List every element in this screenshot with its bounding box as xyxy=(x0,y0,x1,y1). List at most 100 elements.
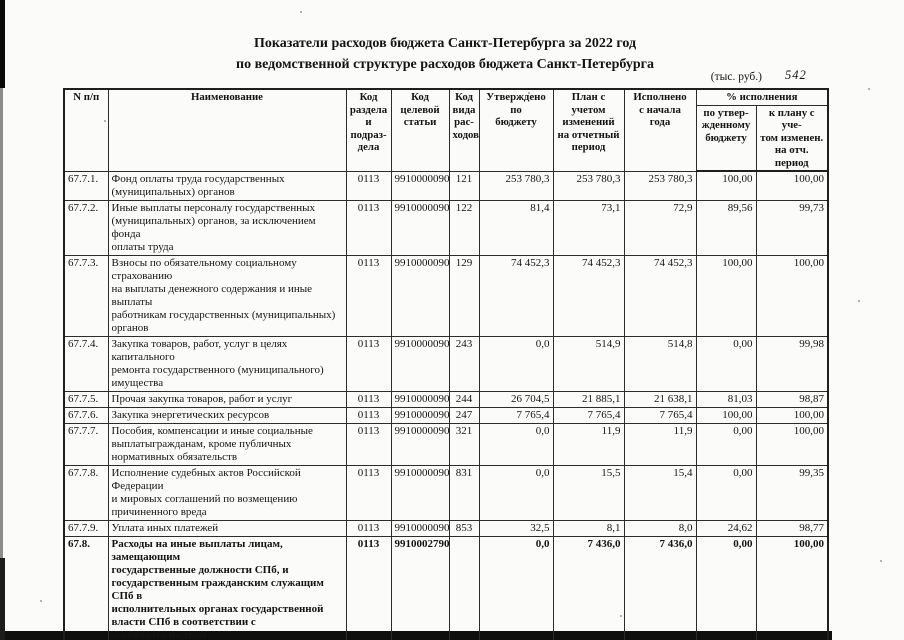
header-pct-execution-group: % исполнения xyxy=(695,88,829,106)
page-number: 542 xyxy=(785,68,807,82)
scan-edge-left-top xyxy=(0,0,5,88)
pct-plan-cell: 100,00 xyxy=(755,406,829,424)
pct-plan-cell: 100,00 xyxy=(755,254,829,337)
pct-plan-cell: 100,00 xyxy=(755,170,829,201)
table-row: 67.7.7. Пособия, компенсации и иные соци… xyxy=(63,422,829,466)
row-number-cell: 67.7.5. xyxy=(63,390,109,408)
plan-cell: 74 452,3 xyxy=(552,254,625,337)
section-code-cell: 0113 xyxy=(345,535,392,640)
table-row: 67.7.3. Взносы по обязательному социальн… xyxy=(63,254,829,337)
scan-noise-dot xyxy=(40,600,42,602)
pct-budget-cell: 0,00 xyxy=(695,464,757,521)
executed-cell: 8,0 xyxy=(623,519,697,537)
section-code-cell: 0113 xyxy=(345,390,392,408)
approved-cell: 32,5 xyxy=(478,519,554,537)
pct-plan-cell: 99,35 xyxy=(755,464,829,521)
expense-type-cell: 129 xyxy=(448,254,480,337)
pct-plan-cell: 99,73 xyxy=(755,199,829,256)
expense-type-cell: 244 xyxy=(448,390,480,408)
expense-type-cell: 831 xyxy=(448,464,480,521)
pct-plan-cell: 100,00 xyxy=(755,535,829,640)
executed-cell: 514,8 xyxy=(623,335,697,392)
document-title-line2: по ведомственной структуре расходов бюдж… xyxy=(236,57,654,72)
row-number-cell: 67.7.4. xyxy=(63,335,109,392)
document-title-line1: Показатели расходов бюджета Санкт-Петерб… xyxy=(253,36,637,51)
pct-plan-cell: 98,77 xyxy=(755,519,829,537)
target-article-cell: 9910000090 xyxy=(390,464,450,521)
header-section-code: Код раздела и подраз- дела xyxy=(345,88,392,172)
plan-cell: 11,9 xyxy=(552,422,625,466)
target-article-cell: 9910000090 xyxy=(390,335,450,392)
plan-cell: 8,1 xyxy=(552,519,625,537)
scan-edge-left-mid xyxy=(0,88,3,558)
section-code-cell: 0113 xyxy=(345,335,392,392)
scan-noise-dot xyxy=(300,11,302,13)
section-code-cell: 0113 xyxy=(345,422,392,466)
target-article-cell: 9910000090 xyxy=(390,422,450,466)
name-cell: Закупка товаров, работ, услуг в целях ка… xyxy=(107,335,347,392)
section-code-cell: 0113 xyxy=(345,199,392,256)
table-row: 67.7.6. Закупка энергетических ресурсов … xyxy=(63,406,829,424)
row-number-cell: 67.7.8. xyxy=(63,464,109,521)
row-number-cell: 67.7.6. xyxy=(63,406,109,424)
approved-cell: 81,4 xyxy=(478,199,554,256)
row-number-cell: 67.8. xyxy=(63,535,109,640)
expense-type-cell: 247 xyxy=(448,406,480,424)
row-number-cell: 67.7.9. xyxy=(63,519,109,537)
executed-cell: 72,9 xyxy=(623,199,697,256)
row-number-cell: 67.7.2. xyxy=(63,199,109,256)
header-pct-plan: к плану с уче- том изменен. на отч. пери… xyxy=(755,104,829,172)
expense-type-cell: 243 xyxy=(448,335,480,392)
plan-cell: 514,9 xyxy=(552,335,625,392)
target-article-cell: 9910000090 xyxy=(390,390,450,408)
executed-cell: 7 436,0 xyxy=(623,535,697,640)
target-article-cell: 9910000090 xyxy=(390,519,450,537)
approved-cell: 253 780,3 xyxy=(478,170,554,201)
name-cell: Фонд оплаты труда государственных (муниц… xyxy=(107,170,347,201)
header-approved-budget: Утверждено по бюджету xyxy=(478,88,554,172)
expense-type-cell xyxy=(448,535,480,640)
name-cell: Пособия, компенсации и иные социальные в… xyxy=(107,422,347,466)
executed-cell: 15,4 xyxy=(623,464,697,521)
name-cell: Прочая закупка товаров, работ и услуг xyxy=(107,390,347,408)
name-cell: Взносы по обязательному социальному стра… xyxy=(107,254,347,337)
header-plan-with-changes: План с учетом изменений на отчетный пери… xyxy=(552,88,625,172)
budget-expense-table: N п/п Наименование Код раздела и подраз-… xyxy=(63,88,829,640)
table-row: 67.8. Расходы на иные выплаты лицам, зам… xyxy=(63,535,829,640)
table-body: 67.7.1. Фонд оплаты труда государственны… xyxy=(63,170,829,640)
plan-cell: 73,1 xyxy=(552,199,625,256)
header-target-article-code: Код целевой статьи xyxy=(390,88,450,172)
expense-type-cell: 121 xyxy=(448,170,480,201)
name-cell: Уплата иных платежей xyxy=(107,519,347,537)
table-row: 67.7.1. Фонд оплаты труда государственны… xyxy=(63,170,829,201)
pct-budget-cell: 100,00 xyxy=(695,170,757,201)
scan-edge-left-bottom xyxy=(0,558,5,640)
expense-type-cell: 853 xyxy=(448,519,480,537)
expense-type-cell: 122 xyxy=(448,199,480,256)
header-num: N п/п xyxy=(63,88,109,172)
approved-cell: 0,0 xyxy=(478,464,554,521)
table-row: 67.7.9. Уплата иных платежей 0113 991000… xyxy=(63,519,829,537)
plan-cell: 7 765,4 xyxy=(552,406,625,424)
table-row: 67.7.4. Закупка товаров, работ, услуг в … xyxy=(63,335,829,392)
approved-cell: 7 765,4 xyxy=(478,406,554,424)
target-article-cell: 9910002790 xyxy=(390,535,450,640)
document-title: Показатели расходов бюджета Санкт-Петерб… xyxy=(63,33,827,75)
name-cell: Закупка энергетических ресурсов xyxy=(107,406,347,424)
target-article-cell: 9910000090 xyxy=(390,199,450,256)
pct-budget-cell: 81,03 xyxy=(695,390,757,408)
approved-cell: 0,0 xyxy=(478,422,554,466)
target-article-cell: 9910000090 xyxy=(390,406,450,424)
header-name: Наименование xyxy=(107,88,347,172)
header-executed-ytd: Исполнено с начала года xyxy=(623,88,697,172)
pct-plan-cell: 99,98 xyxy=(755,335,829,392)
executed-cell: 253 780,3 xyxy=(623,170,697,201)
approved-cell: 0,0 xyxy=(478,535,554,640)
executed-cell: 11,9 xyxy=(623,422,697,466)
approved-cell: 0,0 xyxy=(478,335,554,392)
section-code-cell: 0113 xyxy=(345,254,392,337)
pct-budget-cell: 89,56 xyxy=(695,199,757,256)
pct-budget-cell: 0,00 xyxy=(695,535,757,640)
pct-budget-cell: 100,00 xyxy=(695,406,757,424)
